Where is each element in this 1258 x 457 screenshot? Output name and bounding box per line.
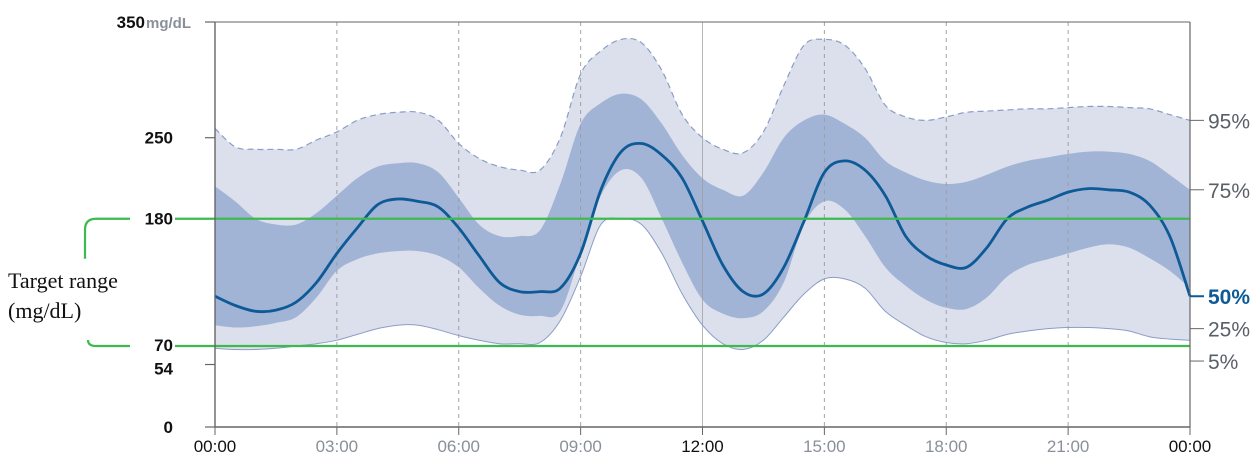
x-tick-label-5: 15:00 <box>803 437 846 456</box>
x-tick-label-8: 00:00 <box>1169 437 1212 456</box>
x-tick-label-0: 00:00 <box>194 437 237 456</box>
labels: 0 54 70 180 250 350 mg/dL 00:00 03:00 06:00 09:00 1… <box>8 13 1250 456</box>
x-tick-label-3: 09:00 <box>559 437 602 456</box>
percentile-label-50: 50% <box>1208 286 1250 309</box>
x-tick-label-4: 12:00 <box>681 437 724 456</box>
x-tick-label-7: 21:00 <box>1047 437 1090 456</box>
line-50-median <box>214 141 1192 314</box>
percentile-label-95: 95% <box>1208 110 1250 133</box>
y-tick-label-350: 350 <box>117 13 145 32</box>
line-5 <box>214 217 1191 351</box>
y-tick-label-0: 0 <box>164 418 173 437</box>
y-tick-label-70: 70 <box>154 336 173 355</box>
y-tick-label-54: 54 <box>154 360 173 379</box>
target-range-label: Target range <box>8 268 118 293</box>
y-tick-label-180: 180 <box>145 210 173 229</box>
x-tick-label-6: 18:00 <box>925 437 968 456</box>
x-tick-label-1: 03:00 <box>316 437 359 456</box>
target-range <box>83 217 1190 348</box>
y-tick-label-250: 250 <box>145 129 173 148</box>
axes <box>205 21 1204 435</box>
target-bracket-bottom <box>86 339 130 348</box>
percentile-label-75: 75% <box>1208 180 1250 203</box>
line-95 <box>214 37 1191 174</box>
percentile-label-5: 5% <box>1208 351 1238 374</box>
vertical-gridlines <box>336 22 1069 427</box>
target-bracket-top <box>83 217 130 259</box>
percentile-lines <box>214 37 1192 351</box>
x-tick-label-2: 06:00 <box>437 437 480 456</box>
target-range-unit-label: (mg/dL) <box>8 298 81 323</box>
percentile-label-25: 25% <box>1208 319 1250 342</box>
y-unit-label: mg/dL <box>146 15 191 32</box>
